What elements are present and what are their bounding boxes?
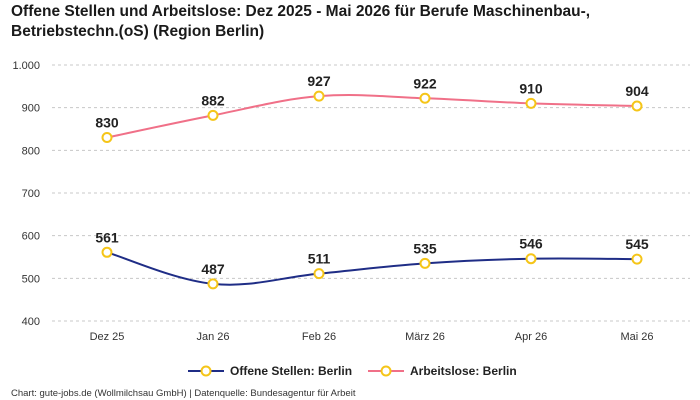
data-point-offene-stellen[interactable] (525, 253, 537, 265)
series-markers (101, 90, 643, 290)
data-point-offene-stellen[interactable] (313, 268, 325, 280)
data-label-arbeitslose: 830 (95, 115, 119, 131)
legend-label-offene-stellen: Offene Stellen: Berlin (230, 364, 353, 378)
x-axis-ticks: Dez 25 Jan 26 Feb 26 März 26 Apr 26 Mai 26 (90, 331, 654, 343)
data-label-offene-stellen: 487 (201, 261, 225, 277)
legend-swatch-offene-stellen (188, 365, 224, 377)
y-axis-ticks: 400 500 600 700 800 900 1.000 (12, 60, 40, 328)
data-label-arbeitslose: 882 (201, 92, 225, 108)
legend-label-arbeitslose: Arbeitslose: Berlin (410, 364, 517, 378)
line-chart: 400 500 600 700 800 900 1.000 Dez 25 Jan 26 Feb … (12, 60, 690, 343)
x-tick-label: Mai 26 (620, 331, 653, 343)
legend-item-offene-stellen[interactable]: Offene Stellen: Berlin (186, 361, 352, 381)
data-label-offene-stellen: 546 (519, 236, 543, 252)
data-point-arbeitslose[interactable] (525, 97, 537, 109)
data-point-offene-stellen[interactable] (419, 257, 431, 269)
legend-swatch-arbeitslose (368, 365, 404, 377)
legend-item-arbeitslose[interactable]: Arbeitslose: Berlin (366, 361, 517, 381)
data-point-arbeitslose[interactable] (207, 109, 219, 121)
data-point-arbeitslose[interactable] (313, 90, 325, 102)
data-point-offene-stellen[interactable] (101, 246, 113, 258)
x-tick-label: März 26 (405, 331, 445, 343)
y-tick-label: 800 (22, 145, 40, 157)
y-tick-label: 1.000 (12, 60, 40, 72)
data-label-arbeitslose: 927 (307, 73, 331, 89)
x-tick-label: Dez 25 (90, 331, 125, 343)
chart-title: Offene Stellen und Arbeitslose: Dez 2025… (11, 3, 591, 40)
data-label-offene-stellen: 511 (308, 251, 331, 267)
data-labels: 561 487 511 535 546 545 830 882 927 922 910 904 (95, 73, 649, 277)
series-line-offene-stellen (106, 251, 638, 286)
data-label-offene-stellen: 545 (625, 236, 649, 252)
chart-source-footer: Chart: gute-jobs.de (Wollmilchsau GmbH) … (11, 388, 356, 399)
data-label-arbeitslose: 910 (519, 80, 543, 96)
series-lines (106, 93, 638, 286)
data-point-arbeitslose[interactable] (419, 92, 431, 104)
data-point-offene-stellen[interactable] (631, 253, 643, 265)
x-tick-label: Apr 26 (515, 331, 547, 343)
data-point-offene-stellen[interactable] (207, 278, 219, 290)
y-tick-label: 600 (22, 231, 40, 243)
legend: Offene Stellen: Berlin Arbeitslose: Berl… (0, 361, 700, 381)
series-line-arbeitslose (106, 93, 638, 139)
grid-lines (52, 64, 690, 322)
data-label-offene-stellen: 561 (95, 229, 119, 245)
x-tick-label: Jan 26 (196, 331, 229, 343)
y-tick-label: 400 (22, 316, 40, 328)
y-tick-label: 500 (22, 273, 40, 285)
data-label-arbeitslose: 904 (625, 83, 649, 99)
data-label-arbeitslose: 922 (413, 75, 437, 91)
y-tick-label: 700 (22, 188, 40, 200)
data-point-arbeitslose[interactable] (101, 132, 113, 144)
data-point-arbeitslose[interactable] (631, 100, 643, 112)
y-tick-label: 900 (22, 103, 40, 115)
data-label-offene-stellen: 535 (413, 240, 437, 256)
x-tick-label: Feb 26 (302, 331, 336, 343)
